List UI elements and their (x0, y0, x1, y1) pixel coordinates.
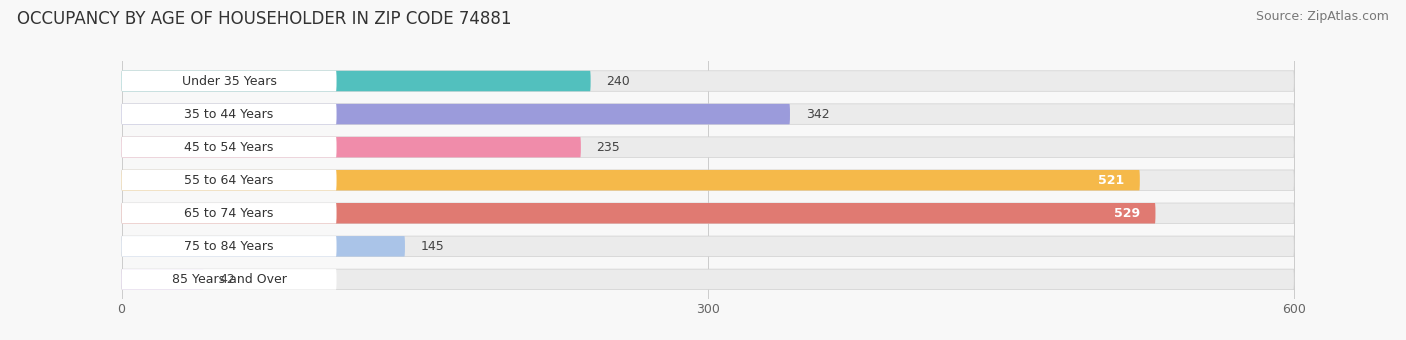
Text: 240: 240 (606, 74, 630, 87)
FancyBboxPatch shape (121, 104, 790, 124)
FancyBboxPatch shape (121, 170, 336, 190)
Text: OCCUPANCY BY AGE OF HOUSEHOLDER IN ZIP CODE 74881: OCCUPANCY BY AGE OF HOUSEHOLDER IN ZIP C… (17, 10, 512, 28)
FancyBboxPatch shape (121, 236, 405, 257)
FancyBboxPatch shape (121, 203, 336, 223)
Text: 75 to 84 Years: 75 to 84 Years (184, 240, 274, 253)
Text: 342: 342 (806, 107, 830, 121)
Text: 529: 529 (1114, 207, 1140, 220)
Text: 145: 145 (420, 240, 444, 253)
FancyBboxPatch shape (121, 269, 1294, 290)
FancyBboxPatch shape (121, 269, 204, 290)
Text: Source: ZipAtlas.com: Source: ZipAtlas.com (1256, 10, 1389, 23)
FancyBboxPatch shape (121, 236, 1294, 257)
FancyBboxPatch shape (121, 71, 336, 91)
Text: 65 to 74 Years: 65 to 74 Years (184, 207, 274, 220)
FancyBboxPatch shape (121, 203, 1156, 223)
Text: 521: 521 (1098, 174, 1125, 187)
FancyBboxPatch shape (121, 137, 336, 157)
FancyBboxPatch shape (121, 203, 1294, 223)
Text: 85 Years and Over: 85 Years and Over (172, 273, 287, 286)
FancyBboxPatch shape (121, 71, 591, 91)
FancyBboxPatch shape (121, 170, 1140, 190)
Text: 55 to 64 Years: 55 to 64 Years (184, 174, 274, 187)
FancyBboxPatch shape (121, 269, 336, 290)
FancyBboxPatch shape (121, 236, 336, 257)
Text: 42: 42 (219, 273, 235, 286)
FancyBboxPatch shape (121, 104, 1294, 124)
Text: 235: 235 (596, 141, 620, 154)
Text: 35 to 44 Years: 35 to 44 Years (184, 107, 274, 121)
Text: Under 35 Years: Under 35 Years (181, 74, 277, 87)
FancyBboxPatch shape (121, 137, 581, 157)
Text: 45 to 54 Years: 45 to 54 Years (184, 141, 274, 154)
FancyBboxPatch shape (121, 104, 336, 124)
FancyBboxPatch shape (121, 71, 1294, 91)
FancyBboxPatch shape (121, 170, 1294, 190)
FancyBboxPatch shape (121, 137, 1294, 157)
